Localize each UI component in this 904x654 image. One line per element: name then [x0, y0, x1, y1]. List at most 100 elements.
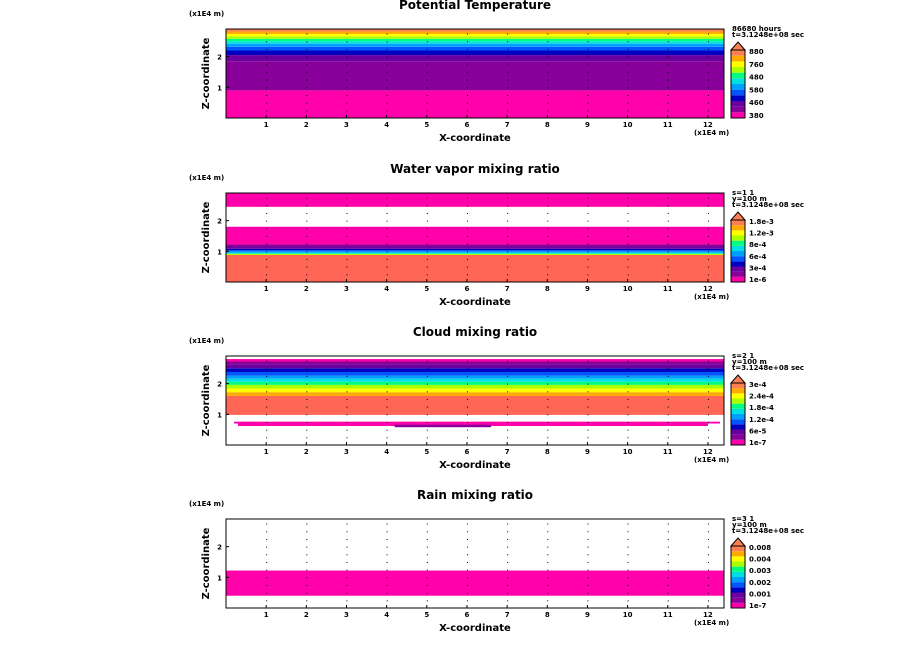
- grid-dot: [587, 360, 589, 362]
- grid-dot: [306, 56, 308, 58]
- grid-dot: [507, 71, 509, 73]
- grid-dot: [266, 554, 268, 556]
- x-tick-label: 2: [304, 611, 309, 619]
- legend-swatch: [731, 587, 745, 593]
- grid-dot: [266, 546, 268, 548]
- grid-dot: [627, 592, 629, 594]
- grid-dot: [627, 538, 629, 540]
- grid-dot: [667, 94, 669, 96]
- grid-dot: [466, 258, 468, 260]
- grid-dot: [306, 360, 308, 362]
- grid-dot: [587, 406, 589, 408]
- grid-dot: [707, 205, 709, 207]
- x-tick-label: 8: [545, 121, 550, 129]
- grid-dot: [386, 429, 388, 431]
- grid-dot: [466, 584, 468, 586]
- z-unit-label: (x1E4 m): [189, 174, 224, 182]
- contour-band: [226, 378, 724, 382]
- plot-frame: [225, 192, 725, 283]
- grid-dot: [667, 368, 669, 370]
- grid-dot: [707, 531, 709, 533]
- z-tick-label: 1: [217, 574, 222, 582]
- grid-dot: [587, 375, 589, 377]
- grid-dot: [346, 258, 348, 260]
- grid-dot: [466, 274, 468, 276]
- run-info-text: 86680 hours: [732, 25, 781, 33]
- x-tick-label: 1: [264, 121, 269, 129]
- x-tick-label: 3: [344, 121, 349, 129]
- legend-frame: [730, 219, 746, 283]
- grid-dot: [627, 251, 629, 253]
- grid-dot: [707, 87, 709, 89]
- legend-frame: [730, 545, 746, 609]
- grid-dot: [346, 274, 348, 276]
- grid-dot: [667, 56, 669, 58]
- grid-dot: [466, 406, 468, 408]
- grid-dot: [306, 266, 308, 268]
- grid-dot: [266, 71, 268, 73]
- grid-dot: [707, 546, 709, 548]
- grid-dot: [627, 414, 629, 416]
- grid-dot: [426, 56, 428, 58]
- contour-band: [226, 90, 724, 118]
- z-axis-label: Z-coordinate: [201, 527, 212, 599]
- grid-dot: [266, 437, 268, 439]
- z-unit-label: (x1E4 m): [189, 10, 224, 18]
- x-unit-label: (x1E4 m): [694, 293, 729, 301]
- grid-dot: [306, 406, 308, 408]
- x-tick-label: 11: [663, 285, 673, 293]
- grid-dot: [306, 251, 308, 253]
- grid-dot: [627, 274, 629, 276]
- grid-dot: [386, 546, 388, 548]
- run-info-text: t=3.1248e+08 sec: [732, 527, 804, 535]
- grid-dot: [627, 79, 629, 81]
- grid-dot: [667, 421, 669, 423]
- grid-dot: [667, 429, 669, 431]
- grid-dot: [386, 205, 388, 207]
- grid-dot: [346, 375, 348, 377]
- legend-arrow: [729, 537, 747, 547]
- grid-dot: [507, 523, 509, 525]
- grid-dot: [346, 577, 348, 579]
- legend-swatch: [731, 388, 745, 394]
- x-tick-label: 8: [545, 448, 550, 456]
- grid-dot: [547, 584, 549, 586]
- grid-dot: [346, 251, 348, 253]
- grid-dot: [386, 375, 388, 377]
- run-info-text: t=3.1248e+08 sec: [732, 31, 804, 39]
- legend-swatch: [731, 84, 745, 90]
- grid-dot: [466, 368, 468, 370]
- grid-dot: [667, 531, 669, 533]
- legend-label: 1e-7: [749, 602, 767, 610]
- grid-dot: [346, 87, 348, 89]
- grid-dot: [667, 205, 669, 207]
- grid-dot: [707, 212, 709, 214]
- grid-dot: [466, 56, 468, 58]
- grid-dot: [306, 220, 308, 222]
- grid-dot: [466, 212, 468, 214]
- grid-dot: [707, 251, 709, 253]
- grid-dot: [386, 523, 388, 525]
- grid-dot: [386, 600, 388, 602]
- grid-dot: [627, 220, 629, 222]
- grid-dot: [386, 274, 388, 276]
- x-unit-label: (x1E4 m): [694, 129, 729, 137]
- grid-dot: [346, 212, 348, 214]
- grid-dot: [667, 360, 669, 362]
- grid-dot: [346, 569, 348, 571]
- grid-dot: [507, 569, 509, 571]
- grid-dot: [507, 258, 509, 260]
- contour-band: [226, 244, 724, 248]
- legend-label: 1.8e-3: [749, 218, 774, 226]
- grid-dot: [306, 421, 308, 423]
- grid-dot: [386, 569, 388, 571]
- contour-band: [226, 359, 724, 362]
- grid-dot: [507, 600, 509, 602]
- grid-dot: [587, 561, 589, 563]
- grid-dot: [627, 375, 629, 377]
- grid-dot: [587, 546, 589, 548]
- grid-dot: [507, 360, 509, 362]
- grid-dot: [466, 79, 468, 81]
- grid-dot: [426, 94, 428, 96]
- x-tick-label: 5: [424, 121, 429, 129]
